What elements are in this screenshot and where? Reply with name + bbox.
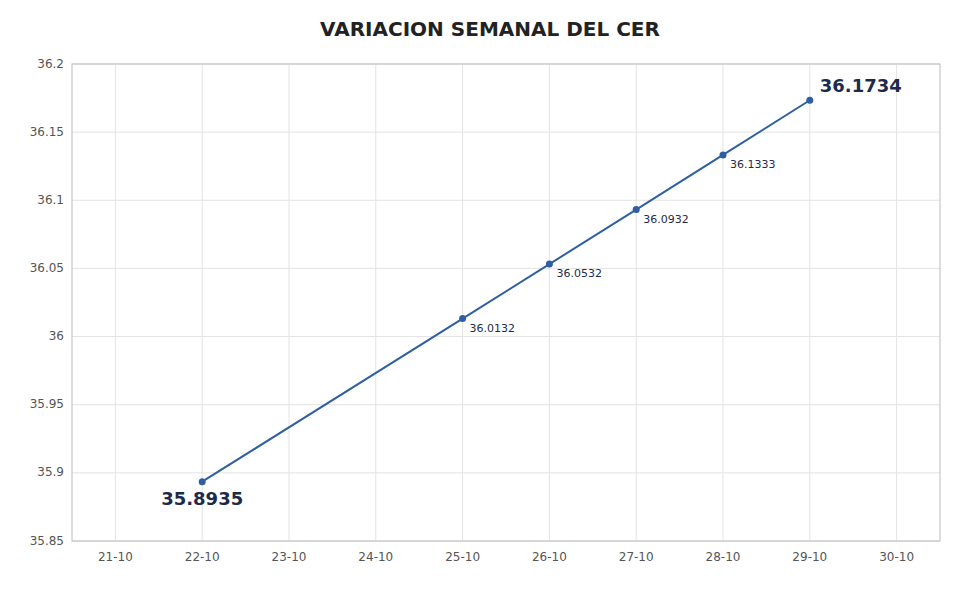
x-tick-label: 27-10: [619, 550, 654, 564]
grid-line: [636, 64, 637, 541]
x-tick-label: 24-10: [358, 550, 393, 564]
series: [199, 97, 814, 485]
data-label: 36.0532: [556, 267, 602, 280]
marker: [720, 151, 727, 158]
grid: [72, 64, 940, 541]
plot-frame: [72, 64, 940, 541]
x-tick-label: 25-10: [445, 550, 480, 564]
x-tick-label: 29-10: [792, 550, 827, 564]
y-tick-label: 36.2: [37, 57, 64, 71]
marker: [806, 97, 813, 104]
y-tick-label: 36.1: [37, 193, 64, 207]
grid-line: [375, 64, 376, 541]
grid-line: [115, 64, 116, 541]
y-tick-label: 35.9: [37, 465, 64, 479]
marker: [633, 206, 640, 213]
marker: [546, 261, 553, 268]
grid-line: [809, 64, 810, 541]
grid-line: [202, 64, 203, 541]
x-tick-label: 30-10: [879, 550, 914, 564]
data-label: 36.0932: [643, 213, 689, 226]
grid-line: [289, 64, 290, 541]
grid-line: [723, 64, 724, 541]
y-tick-label: 36.15: [30, 125, 64, 139]
data-label: 36.1333: [730, 158, 776, 171]
data-label: 36.0132: [470, 322, 515, 335]
x-tick-label: 26-10: [532, 550, 567, 564]
axes: 35.85 35.9 35.95 36 36.05 36.1 36.15 36.2 21-10 2…: [30, 57, 940, 565]
y-tick-label: 35.85: [30, 534, 64, 548]
x-tick-label: 28-10: [706, 550, 741, 564]
title: VARIACION SEMANAL DEL CER: [320, 17, 660, 41]
background: [0, 0, 980, 589]
chart: 35.85 35.9 35.95 36 36.05 36.1 36.15 36.2 21-10 2…: [0, 0, 980, 589]
x-tick-label: 23-10: [272, 550, 307, 564]
y-tick-label: 36.05: [30, 261, 64, 275]
x-tick-label: 21-10: [98, 550, 133, 564]
line: [202, 100, 810, 481]
grid-line: [549, 64, 550, 541]
data-label: 36.1734: [820, 75, 902, 96]
marker: [199, 478, 206, 485]
grid-line: [896, 64, 897, 541]
data-labels: 35.8935 36.0132 36.0532 36.0932 36.1333 36.17…: [161, 75, 902, 509]
data-label: 35.8935: [161, 488, 243, 509]
y-tick-label: 36: [49, 329, 64, 343]
x-tick-label: 22-10: [185, 550, 220, 564]
y-tick-label: 35.95: [30, 397, 64, 411]
marker: [459, 315, 466, 322]
grid-line: [462, 64, 463, 541]
